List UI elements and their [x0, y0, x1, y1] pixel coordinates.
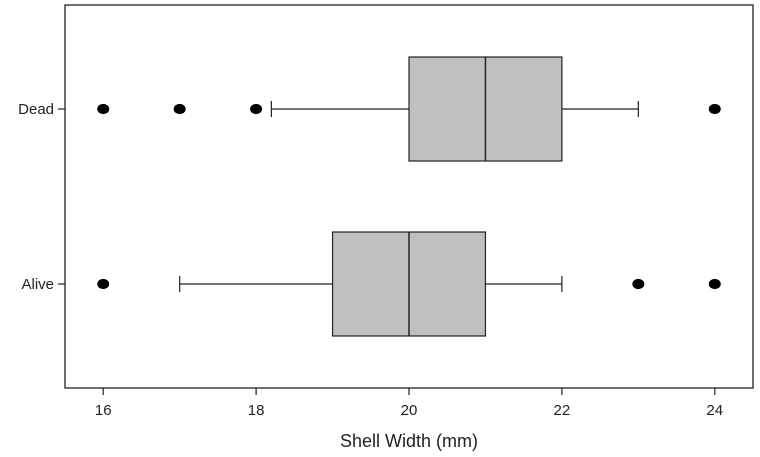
box-group-alive	[97, 231, 721, 337]
y-axis: Dead Alive	[18, 101, 65, 293]
box-groups	[97, 56, 721, 337]
outlier-point	[173, 103, 186, 115]
x-tick-label: 24	[706, 402, 723, 419]
x-tick-label: 18	[248, 402, 265, 419]
outlier-point	[708, 278, 721, 290]
x-tick-label: 20	[401, 402, 418, 419]
y-category-label: Dead	[18, 101, 54, 118]
x-axis-title: Shell Width (mm)	[340, 431, 478, 451]
x-axis: 16 18 20 22 24	[95, 388, 723, 419]
outlier-point	[97, 103, 110, 115]
x-tick-label: 16	[95, 402, 112, 419]
box-group-dead	[97, 56, 721, 162]
outlier-point	[250, 103, 263, 115]
outlier-point	[97, 278, 110, 290]
outlier-point	[632, 278, 645, 290]
x-tick-label: 22	[554, 402, 571, 419]
y-category-label: Alive	[21, 276, 54, 293]
outlier-point	[708, 103, 721, 115]
